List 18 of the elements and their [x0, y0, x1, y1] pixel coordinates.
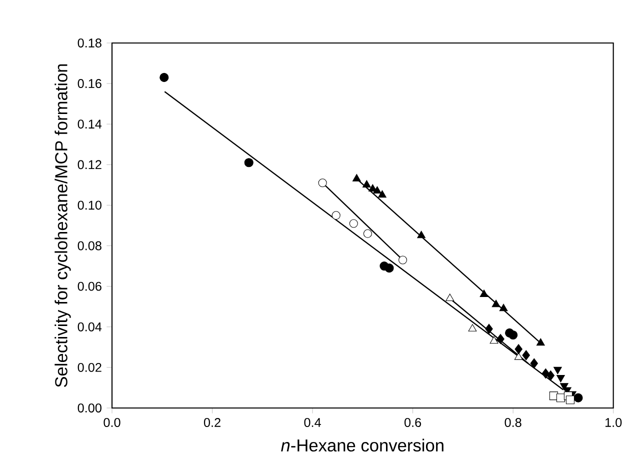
y-tick-label: 0.00 [78, 404, 102, 412]
y-tick-label: 0.08 [78, 241, 102, 250]
x-tick-label: 1.0 [605, 418, 622, 427]
y-tick-label: 0.02 [78, 362, 102, 372]
x-tick-label: 0.0 [104, 418, 120, 427]
y-tick-label: 0.18 [78, 38, 102, 48]
x-tick-label: 0.4 [304, 418, 321, 427]
x-tick-label: 0.8 [504, 418, 522, 427]
y-tick-label: 0.10 [78, 200, 102, 210]
y-tick-label: 0.04 [78, 322, 102, 332]
x-axis-title: n-Hexane conversion [281, 438, 444, 452]
y-axis-title: Selectivity for cyclohexane/MCP formation [54, 64, 71, 388]
y-tick-label: 0.16 [78, 79, 102, 88]
y-tick-label: 0.14 [78, 120, 102, 129]
y-tick-label: 0.12 [78, 160, 102, 170]
x-tick-label: 0.2 [204, 418, 220, 427]
x-tick-label: 0.6 [404, 418, 422, 427]
y-tick-label: 0.06 [78, 282, 102, 291]
